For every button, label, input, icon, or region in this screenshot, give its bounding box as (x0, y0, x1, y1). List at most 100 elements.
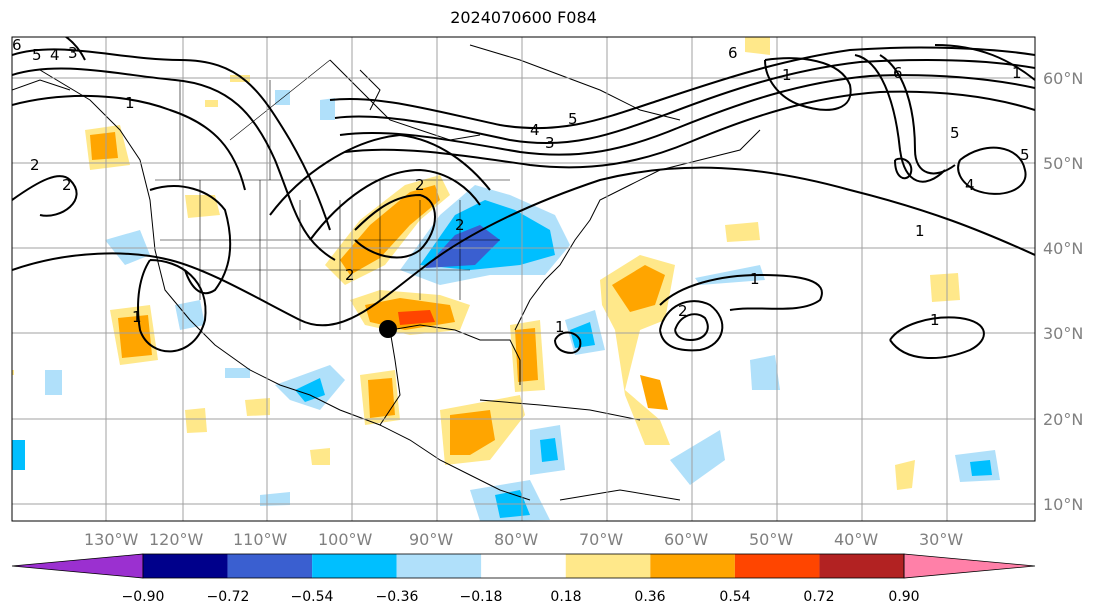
positive-anomaly-region (612, 265, 665, 312)
negative-anomaly-region (970, 460, 992, 476)
lon-label: 100°W (318, 530, 373, 549)
positive-anomaly-region (245, 398, 270, 416)
positive-anomaly-region (745, 37, 770, 55)
colorbar-tick-label: −0.18 (460, 589, 503, 605)
negative-anomaly-region (175, 300, 205, 330)
colorbar-segment (819, 554, 904, 578)
contour-label: 2 (455, 216, 465, 234)
negative-anomaly-fields (12, 90, 1000, 521)
contour-label: 1 (930, 311, 940, 329)
colorbar-segment (312, 554, 397, 578)
contour-label: 2 (678, 302, 688, 320)
colorbar-tick-label: 0.54 (719, 589, 750, 605)
positive-anomaly-region (930, 273, 960, 302)
negative-anomaly-region (12, 440, 25, 470)
positive-anomaly-region (515, 328, 538, 382)
contour-label: 6 (893, 64, 903, 82)
positive-anomaly-fields (12, 37, 960, 490)
positive-anomaly-region (340, 185, 440, 275)
colorbar-segment (650, 554, 735, 578)
positive-anomaly-region (368, 378, 395, 418)
colorbar-extend-min (11, 553, 144, 579)
contour-label: 1 (915, 222, 925, 240)
contour-label: 1 (555, 318, 565, 336)
colorbar-segment (481, 554, 566, 578)
contour-label: 2 (62, 176, 72, 194)
colorbar (11, 553, 1036, 579)
lat-label: 20°N (1043, 410, 1083, 429)
lon-label: 110°W (233, 530, 288, 549)
lon-label: 90°W (409, 530, 453, 549)
colorbar-tick-label: −0.90 (122, 589, 165, 605)
contour-label: 5 (1020, 146, 1030, 164)
negative-anomaly-region (670, 430, 725, 485)
contour-label: 4 (965, 176, 975, 194)
contour-label: 6 (728, 44, 738, 62)
contour-label: 2 (345, 266, 355, 284)
negative-anomaly-region (750, 355, 780, 390)
negative-anomaly-region (225, 368, 250, 378)
colorbar-tick-label: 0.72 (803, 589, 834, 605)
contour-lines (12, 37, 1035, 359)
contour-label: 1 (782, 66, 792, 84)
contour-label: 3 (68, 44, 78, 62)
colorbar-tick-label: −0.36 (376, 589, 419, 605)
coastlines (12, 44, 761, 501)
lat-label: 30°N (1043, 324, 1083, 343)
lon-label: 80°W (494, 530, 538, 549)
positive-anomaly-region (895, 460, 915, 490)
colorbar-segment (734, 554, 820, 578)
lon-label: 70°W (579, 530, 623, 549)
colorbar-segment (396, 554, 482, 578)
lat-label: 40°N (1043, 239, 1083, 258)
negative-anomaly-region (45, 370, 62, 395)
colorbar-segment (143, 554, 228, 578)
colorbar-tick-label: −0.54 (291, 589, 334, 605)
contour-label: 1 (1012, 64, 1022, 82)
lon-label: 130°W (84, 530, 139, 549)
contour-label: 4 (530, 121, 540, 139)
contour-label: 4 (50, 46, 60, 64)
positive-anomaly-region (90, 132, 118, 160)
lat-label: 10°N (1043, 495, 1083, 514)
positive-anomaly-region (640, 375, 668, 410)
lon-label: 30°W (919, 530, 963, 549)
positive-anomaly-region (310, 448, 330, 465)
contour-label: 2 (30, 156, 40, 174)
contour-label: 1 (125, 94, 135, 112)
colorbar-tick-labels: −0.90 −0.72 −0.54 −0.36 −0.18 0.18 0.36 … (122, 589, 920, 605)
positive-anomaly-region (185, 408, 207, 433)
lat-label: 50°N (1043, 154, 1083, 173)
negative-anomaly-region (570, 322, 595, 348)
colorbar-tick-label: 0.90 (888, 589, 919, 605)
colorbar-extend-max (903, 553, 1036, 579)
colorbar-outline (142, 553, 905, 579)
lat-label: 60°N (1043, 69, 1083, 88)
negative-anomaly-region (425, 225, 500, 268)
colorbar-tick-label: 0.18 (550, 589, 581, 605)
contour-label: 3 (545, 134, 555, 152)
contour-label: 5 (32, 46, 42, 64)
colorbar-tick-label: 0.36 (634, 589, 665, 605)
map-area: 6 5 4 3 1 2 2 2 2 2 4 3 5 6 1 6 5 4 5 2 … (12, 37, 1035, 521)
positive-anomaly-region (205, 100, 218, 107)
contour-label: 2 (415, 176, 425, 194)
positive-anomaly-region (398, 310, 435, 325)
lat-axis-labels: 60°N 50°N 40°N 30°N 20°N 10°N (1043, 69, 1083, 514)
negative-anomaly-region (320, 98, 335, 120)
negative-anomaly-region (275, 90, 290, 105)
positive-anomaly-region (450, 410, 495, 455)
lon-label: 50°W (749, 530, 793, 549)
negative-anomaly-region (295, 378, 325, 402)
positive-anomaly-region (185, 195, 220, 218)
lon-axis-labels: 130°W 120°W 110°W 100°W 90°W 80°W 70°W 6… (84, 530, 963, 549)
graticule (12, 37, 1035, 521)
positive-anomaly-region (118, 315, 152, 358)
negative-anomaly-region (540, 438, 558, 462)
colorbar-tick-label: −0.72 (207, 589, 250, 605)
map-frame (11, 36, 1036, 522)
contour-label-group: 6 5 4 3 1 2 2 2 2 2 4 3 5 6 1 6 5 4 5 2 … (12, 37, 1030, 336)
contour-label: 1 (750, 270, 760, 288)
map-title: 2024070600 F084 (450, 8, 597, 27)
